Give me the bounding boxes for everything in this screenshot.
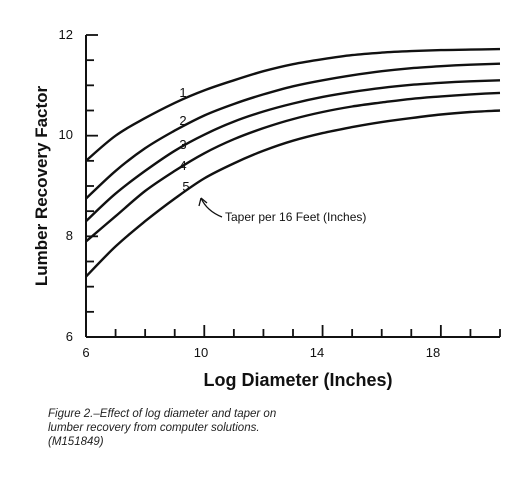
- y-ticks: [86, 34, 98, 313]
- annotation-arrow: [200, 197, 223, 218]
- curve-taper-3: [85, 79, 501, 223]
- y-tick-label-8: 8: [66, 228, 73, 243]
- y-tick-label-6: 6: [66, 329, 73, 344]
- chart: 6 10 14 18 6 8 10 12 Log Diameter (Inche…: [32, 27, 501, 390]
- curve-taper-4: [85, 91, 501, 243]
- curve-label-2: 2: [179, 113, 186, 128]
- curve-taper-2: [85, 62, 501, 200]
- y-axis-title: Lumber Recovery Factor: [32, 85, 51, 286]
- curve-label-1: 1: [179, 85, 186, 100]
- annotation-arrowhead-icon: [198, 197, 208, 207]
- x-tick-label-10: 10: [194, 345, 208, 360]
- curve-label-3: 3: [179, 137, 186, 152]
- curve-label-4: 4: [179, 158, 186, 173]
- figure-caption: Figure 2.–Effect of log diameter and tap…: [48, 408, 277, 448]
- annotation-text: Taper per 16 Feet (Inches): [225, 210, 366, 224]
- x-ticks: [114, 325, 501, 337]
- curves: [85, 47, 501, 278]
- x-tick-label-18: 18: [426, 345, 440, 360]
- curve-taper-5: [85, 109, 501, 278]
- y-tick-label-10: 10: [59, 127, 73, 142]
- x-tick-label-6: 6: [82, 345, 89, 360]
- y-tick-label-12: 12: [59, 27, 73, 42]
- curve-taper-1: [85, 47, 501, 162]
- x-tick-label-14: 14: [310, 345, 324, 360]
- x-axis-title: Log Diameter (Inches): [203, 370, 392, 390]
- curve-label-5: 5: [182, 179, 189, 194]
